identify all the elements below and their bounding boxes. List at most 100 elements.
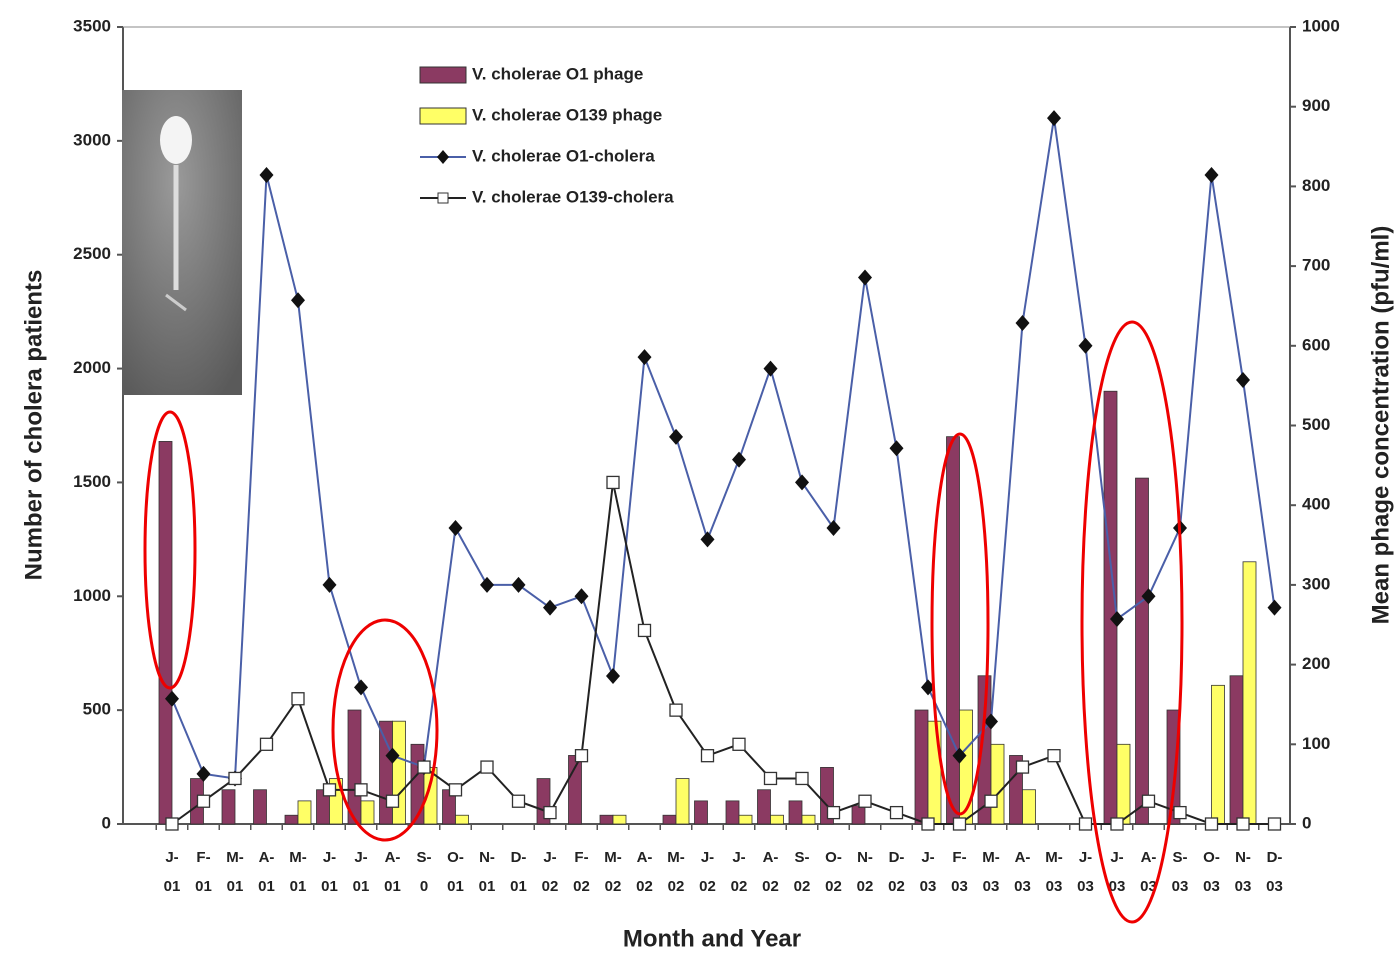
marker [858,269,872,286]
x-tick-label: 02 [857,878,874,895]
x-tick-label: N- [1235,849,1251,866]
y2-tick-label: 300 [1302,574,1330,593]
marker [196,765,211,782]
marker [574,588,589,605]
marker [1047,110,1061,127]
marker [984,713,998,730]
bar [990,743,1005,825]
bar [1211,684,1225,825]
x-tick-label: M- [604,849,622,866]
marker [322,576,337,593]
x-tick-label: J- [543,849,556,866]
x-tick-label: F- [196,849,210,866]
x-tick-label: J- [701,849,714,866]
marker [417,760,431,774]
y2-tick-label: 0 [1302,813,1311,832]
bar [946,436,960,825]
plot-area: 0500100015002000250030003500010020030040… [73,16,1340,894]
x-tick-label: 01 [321,878,338,895]
bar [347,709,362,825]
bar [1242,561,1257,825]
x-tick-label: 01 [258,878,275,895]
y-tick-label: 1000 [73,586,111,605]
x-tick-label: J- [323,849,336,866]
marker [196,794,211,808]
x-axis-title: Month and Year [623,925,801,952]
marker [1267,817,1282,831]
marker [385,747,400,764]
marker [826,519,841,536]
marker [795,474,809,491]
x-tick-label: 03 [1266,878,1283,895]
x-tick-label: 02 [731,878,748,895]
y2-tick-label: 700 [1302,256,1330,275]
x-tick-label: J- [1079,849,1092,866]
y2-axis-title: Mean phage concentration (pfu/ml) [1367,226,1394,625]
marker [1110,817,1124,831]
x-tick-label: D- [1267,849,1283,866]
bar [1135,477,1149,825]
x-tick-label: D- [511,849,527,866]
bar [788,800,803,825]
marker [1047,749,1061,763]
x-tick-label: A- [259,849,275,866]
x-tick-label: J- [1110,849,1123,866]
marker [165,690,179,707]
legend-swatch [419,107,467,125]
x-tick-label: F- [952,849,966,866]
marker [669,428,683,445]
x-tick-label: 02 [699,878,716,895]
legend-swatch [419,66,467,84]
marker [511,576,526,593]
bar [927,720,942,825]
marker [385,794,400,808]
y-tick-label: 1500 [73,472,111,491]
bar [662,814,677,825]
x-tick-label: J- [165,849,178,866]
marker [1204,817,1219,831]
marker [543,599,557,616]
marker [700,531,715,548]
x-tick-label: J- [921,849,934,866]
y-tick-label: 3000 [73,130,111,149]
x-tick-label: 02 [542,878,559,895]
y2-tick-label: 600 [1302,335,1330,354]
x-tick-label: A- [385,849,401,866]
y2-tick-label: 200 [1302,654,1330,673]
marker [1173,805,1187,820]
marker [511,794,526,808]
marker [228,771,242,786]
marker [952,817,967,831]
marker [574,749,589,763]
x-tick-label: 02 [762,878,779,895]
x-tick-label: 03 [1077,878,1094,895]
x-tick-label: 03 [951,878,968,895]
marker [889,805,904,820]
marker [606,475,620,490]
marker [952,747,967,764]
x-tick-label: J- [732,849,745,866]
marker [1236,817,1250,831]
y-tick-label: 0 [102,813,111,832]
marker [1078,817,1093,831]
y-tick-label: 500 [83,700,111,719]
marker [1015,760,1030,774]
marker [826,805,841,820]
x-tick-label: 01 [447,878,464,895]
marker [259,737,274,751]
marker [700,749,715,763]
x-tick-label: 03 [1172,878,1189,895]
marker [1141,588,1156,605]
bar [801,814,816,825]
x-tick-label: 01 [164,878,181,895]
marker [322,783,337,797]
marker [889,440,904,457]
bar [914,709,929,825]
bar [360,800,375,825]
legend-marker [437,150,449,164]
legend-label: V. cholerae O139 phage [472,105,662,124]
marker [637,623,652,638]
legend-label: V. cholerae O139-cholera [472,187,674,206]
marker [763,771,778,786]
marker [291,692,305,706]
